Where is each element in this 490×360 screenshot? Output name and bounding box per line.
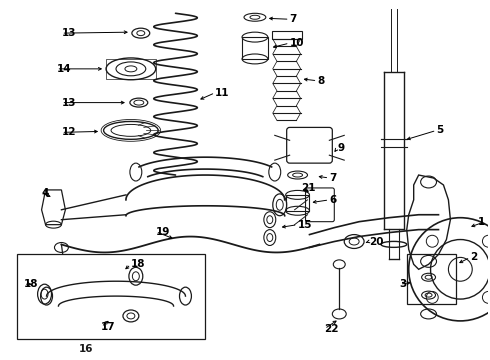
Text: 1: 1 — [478, 217, 485, 227]
Text: 14: 14 — [56, 64, 71, 74]
Bar — [407, 255, 456, 304]
Text: 13: 13 — [61, 28, 76, 38]
Text: 8: 8 — [318, 76, 325, 86]
Bar — [286, 195, 310, 211]
Text: 18: 18 — [24, 279, 38, 289]
Text: 22: 22 — [324, 324, 339, 334]
Text: 2: 2 — [470, 252, 477, 262]
Text: 11: 11 — [215, 88, 230, 98]
Text: 21: 21 — [301, 183, 316, 193]
Text: 5: 5 — [437, 125, 444, 135]
Text: 3: 3 — [400, 279, 407, 289]
Bar — [106, 59, 156, 79]
Bar — [242, 37, 268, 59]
Text: 10: 10 — [290, 38, 304, 48]
Bar — [17, 255, 205, 339]
Bar — [272, 31, 301, 39]
Text: 12: 12 — [61, 127, 76, 138]
Text: 17: 17 — [101, 322, 116, 332]
Text: 20: 20 — [369, 237, 384, 247]
Text: 13: 13 — [61, 98, 76, 108]
Text: 9: 9 — [337, 143, 344, 153]
Text: 6: 6 — [329, 195, 337, 205]
Text: 16: 16 — [79, 344, 94, 354]
Text: 18: 18 — [131, 259, 146, 269]
Text: 7: 7 — [329, 173, 337, 183]
Text: 4: 4 — [42, 188, 49, 198]
Text: 7: 7 — [290, 14, 297, 24]
Text: 15: 15 — [297, 220, 312, 230]
Text: 19: 19 — [156, 226, 170, 237]
